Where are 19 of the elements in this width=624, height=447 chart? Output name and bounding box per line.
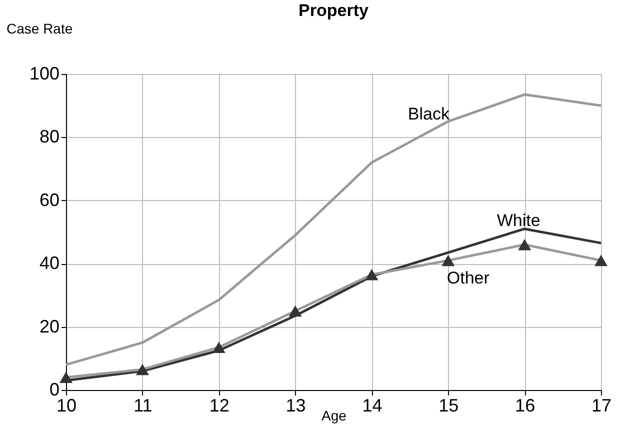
y-tick-label: 60: [39, 190, 60, 210]
series-label: Black: [408, 104, 450, 124]
line-series: [64, 93, 602, 366]
x-tick-label: 17: [591, 396, 612, 416]
chart-title: Property: [298, 1, 369, 20]
y-tick-label: 100: [29, 64, 60, 84]
y-tick-label: 80: [39, 126, 60, 147]
x-axis-title: Age: [322, 408, 347, 424]
x-tick-label: 15: [438, 396, 459, 416]
x-tick-label: 16: [515, 396, 536, 416]
y-tick-label: 20: [39, 316, 60, 336]
series-label: Other: [446, 268, 490, 288]
y-axis-title: Case Rate: [6, 20, 73, 36]
x-tick-label: 13: [286, 396, 306, 416]
x-tick-label: 14: [362, 396, 382, 416]
x-tick-label: 12: [209, 396, 230, 416]
series-label: White: [496, 210, 540, 230]
y-tick-label: 40: [39, 253, 60, 274]
x-tick-label: 11: [134, 396, 152, 416]
